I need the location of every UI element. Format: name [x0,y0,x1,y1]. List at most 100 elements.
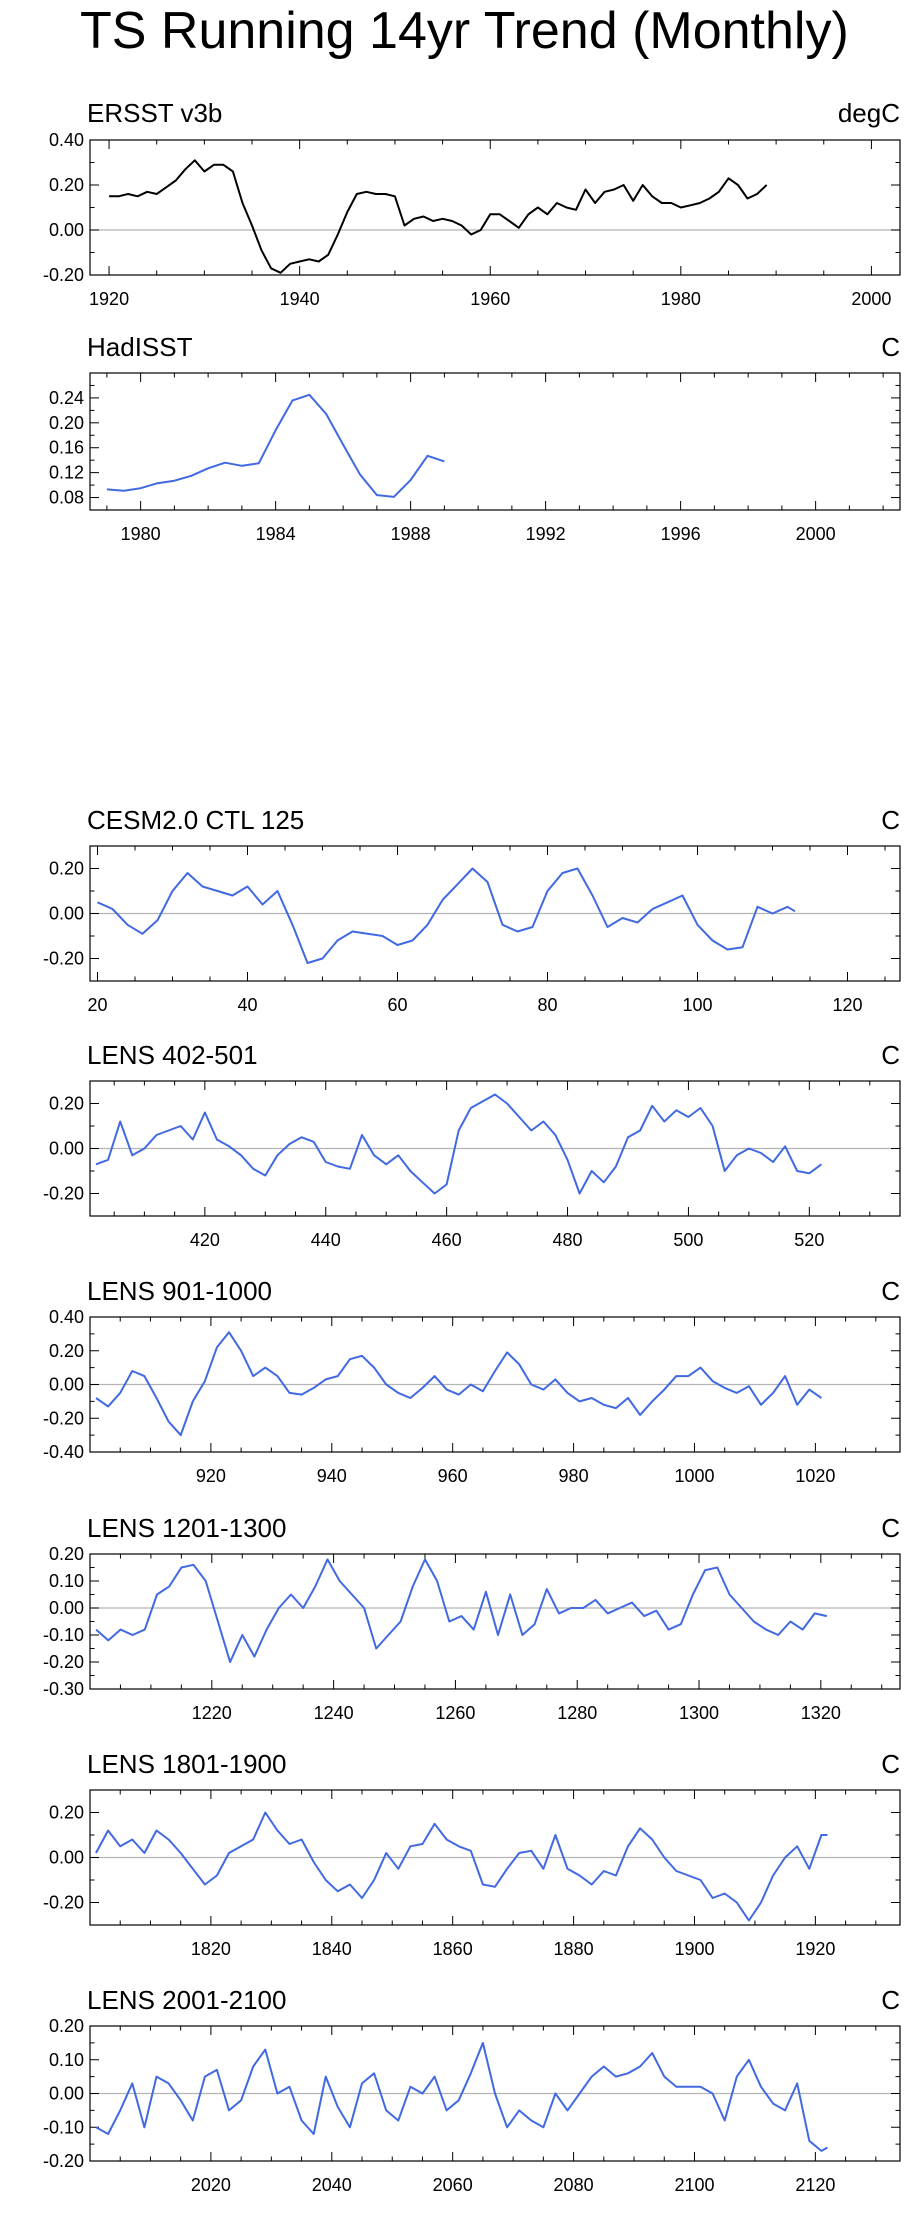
x-tick-label: 500 [673,1230,703,1250]
x-tick-label: 960 [438,1466,468,1486]
y-tick-label: 0.20 [49,1544,84,1564]
units-label: C [881,332,900,362]
x-tick-label: 40 [237,995,257,1015]
panel-title: LENS 1201-1300 [87,1513,286,1543]
y-tick-label: 0.24 [49,388,84,408]
panel-title: LENS 402-501 [87,1040,258,1070]
panel-title: ERSST v3b [87,98,222,128]
page-title: TS Running 14yr Trend (Monthly) [80,2,849,60]
series-line [97,867,796,964]
y-tick-label: 0.10 [49,1571,84,1591]
y-tick-label: 0.00 [49,220,84,240]
y-tick-label: 0.20 [49,175,84,195]
x-tick-label: 1260 [435,1703,475,1723]
y-tick-label: 0.20 [49,859,84,879]
units-label: C [881,1749,900,1779]
x-tick-label: 2080 [554,2175,594,2195]
x-tick-label: 120 [832,995,862,1015]
x-tick-label: 460 [432,1230,462,1250]
x-tick-label: 1996 [661,524,701,544]
series-line [95,1331,822,1437]
y-tick-label: 0.08 [49,488,84,508]
x-tick-label: 20 [87,995,107,1015]
units-label: C [881,1040,900,1070]
x-tick-label: 920 [196,1466,226,1486]
y-tick-label: 0.20 [49,1803,84,1823]
y-tick-label: -0.10 [43,1625,84,1645]
x-tick-label: 2000 [796,524,836,544]
plot-frame [89,372,901,511]
y-tick-label: 0.12 [49,463,84,483]
panel-title: LENS 2001-2100 [87,1985,286,2015]
x-tick-label: 480 [553,1230,583,1250]
chart-panel: HadISST C 1980 1984 1988 1992 1996 2000 0.08 0.12… [49,332,901,544]
y-tick-label: 0.20 [49,2016,84,2036]
y-tick-label: -0.20 [43,949,84,969]
x-tick-label: 420 [190,1230,220,1250]
y-tick-label: 0.00 [49,2084,84,2104]
y-tick-label: 0.20 [49,413,84,433]
y-tick-label: 0.10 [49,2050,84,2070]
chart-panel: LENS 2001-2100 C 2020 2040 2060 2080 2100 2120 -… [43,1985,901,2195]
x-tick-label: 1900 [674,1939,714,1959]
x-tick-label: 1960 [470,289,510,309]
y-tick-label: -0.20 [43,1652,84,1672]
x-tick-label: 940 [317,1466,347,1486]
y-tick-label: 0.20 [49,1341,84,1361]
y-tick-label: 0.40 [49,1307,84,1327]
x-tick-label: 1300 [679,1703,719,1723]
x-tick-label: 2100 [674,2175,714,2195]
units-label: C [881,805,900,835]
x-tick-label: 1860 [433,1939,473,1959]
series-line [95,2041,828,2152]
units-label: C [881,1513,900,1543]
chart-panel: ERSST v3b degC 1920 1940 1960 1980 2000 -0.20 0.… [43,98,901,309]
x-tick-label: 2060 [433,2175,473,2195]
y-tick-label: -0.10 [43,2117,84,2137]
x-tick-label: 60 [387,995,407,1015]
x-tick-label: 1020 [795,1466,835,1486]
panel-title: LENS 1801-1900 [87,1749,286,1779]
y-tick-label: -0.20 [43,1184,84,1204]
y-tick-label: 0.40 [49,130,84,150]
chart-panel: LENS 1801-1900 C 1820 1840 1860 1880 1900 1920 -… [43,1749,901,1959]
y-tick-label: 0.00 [49,1848,84,1868]
panel-title: HadISST [87,332,193,362]
units-label: C [881,1276,900,1306]
series-line [95,1811,828,1922]
y-tick-label: -0.40 [43,1442,84,1462]
y-tick-label: 0.16 [49,438,84,458]
y-tick-label: -0.30 [43,1679,84,1699]
x-tick-label: 1980 [661,289,701,309]
y-tick-label: 0.00 [49,1375,84,1395]
chart-panel: LENS 1201-1300 C 1220 1240 1260 1280 1300 1320 -… [43,1513,901,1723]
chart-panel: CESM2.0 CTL 125 C 20 40 60 80 100 120 -0.20 0.00 0… [43,805,901,1015]
x-tick-label: 1920 [89,289,129,309]
x-tick-label: 1980 [121,524,161,544]
series-line [109,159,768,274]
series-line [95,1558,828,1663]
x-tick-label: 1220 [192,1703,232,1723]
x-tick-label: 1988 [391,524,431,544]
x-tick-label: 1920 [795,1939,835,1959]
x-tick-label: 1940 [280,289,320,309]
x-tick-label: 2000 [851,289,891,309]
x-tick-label: 100 [682,995,712,1015]
x-tick-label: 1320 [801,1703,841,1723]
chart-panel: LENS 901-1000 C 920 940 960 980 1000 1020 -0.40 -… [43,1276,901,1486]
plot-frame [89,139,901,276]
y-tick-label: 0.00 [49,1139,84,1159]
x-tick-label: 1000 [674,1466,714,1486]
x-tick-label: 2120 [795,2175,835,2195]
x-tick-label: 980 [559,1466,589,1486]
x-tick-label: 1840 [312,1939,352,1959]
panel-title: LENS 901-1000 [87,1276,272,1306]
x-tick-label: 80 [537,995,557,1015]
series-line [95,1093,822,1195]
y-tick-label: -0.20 [43,1408,84,1428]
chart-panel: LENS 402-501 C 420 440 460 480 500 520 -0.20 0.00… [43,1040,901,1250]
x-tick-label: 2020 [191,2175,231,2195]
y-tick-label: 0.20 [49,1094,84,1114]
x-tick-label: 440 [311,1230,341,1250]
